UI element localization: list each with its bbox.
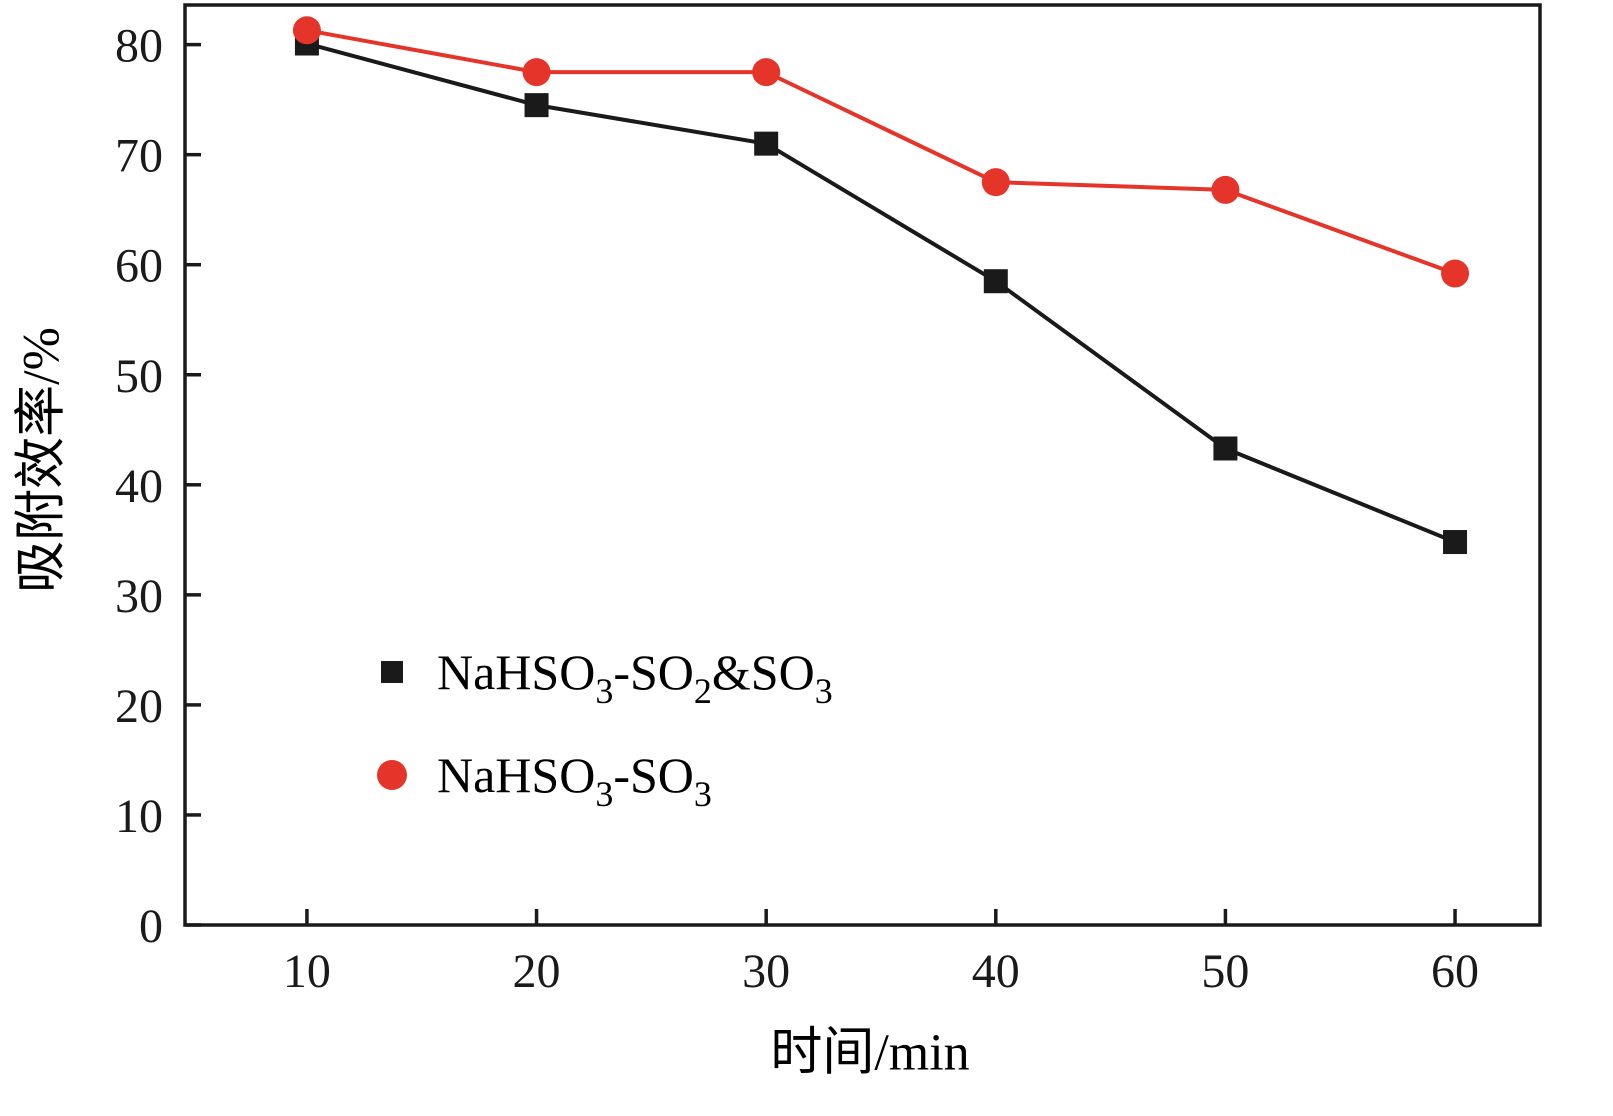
series-line-square <box>304 41 1458 545</box>
data-point-square-marker <box>754 131 779 156</box>
legend-square-marker <box>381 661 403 683</box>
data-point-circle-marker <box>1211 175 1240 204</box>
y-axis-tick-label: 40 <box>115 460 163 513</box>
x-axis-tick-label: 60 <box>1431 945 1479 998</box>
y-axis-tick-label: 20 <box>115 680 163 733</box>
y-axis-tick-label: 80 <box>115 20 163 73</box>
x-axis-tick-label: 20 <box>513 945 561 998</box>
data-point-square-marker <box>1443 530 1468 555</box>
y-axis-tick-label: 70 <box>115 130 163 183</box>
data-point-square-marker <box>983 269 1008 294</box>
data-point-circle-marker <box>1441 259 1470 288</box>
legend-label: NaHSO3-SO2&SO3 <box>437 644 833 711</box>
data-point-circle-marker <box>981 168 1010 197</box>
series-line-circle <box>304 28 1458 276</box>
y-axis-tick-label: 30 <box>115 570 163 623</box>
legend-circle-marker <box>377 760 407 790</box>
data-point-circle-marker <box>292 16 321 45</box>
legend-label: NaHSO3-SO3 <box>437 747 712 814</box>
data-point-circle-marker <box>522 58 551 87</box>
x-axis-tick-label: 30 <box>742 945 790 998</box>
x-axis-tick-label: 50 <box>1201 945 1249 998</box>
y-axis-tick-label: 0 <box>139 900 163 953</box>
data-point-square-marker <box>1213 436 1238 461</box>
y-axis-tick-label: 10 <box>115 790 163 843</box>
x-axis-tick-label: 40 <box>972 945 1020 998</box>
y-axis-tick-label: 50 <box>115 350 163 403</box>
y-axis-title: 吸附效率/% <box>13 327 71 593</box>
x-axis-tick-label: 10 <box>283 945 331 998</box>
y-axis-tick-label: 60 <box>115 240 163 293</box>
data-point-square-marker <box>524 93 549 118</box>
data-point-circle-marker <box>752 58 781 87</box>
x-axis-title: 时间/min <box>770 1024 970 1082</box>
plot-frame <box>183 3 1542 927</box>
